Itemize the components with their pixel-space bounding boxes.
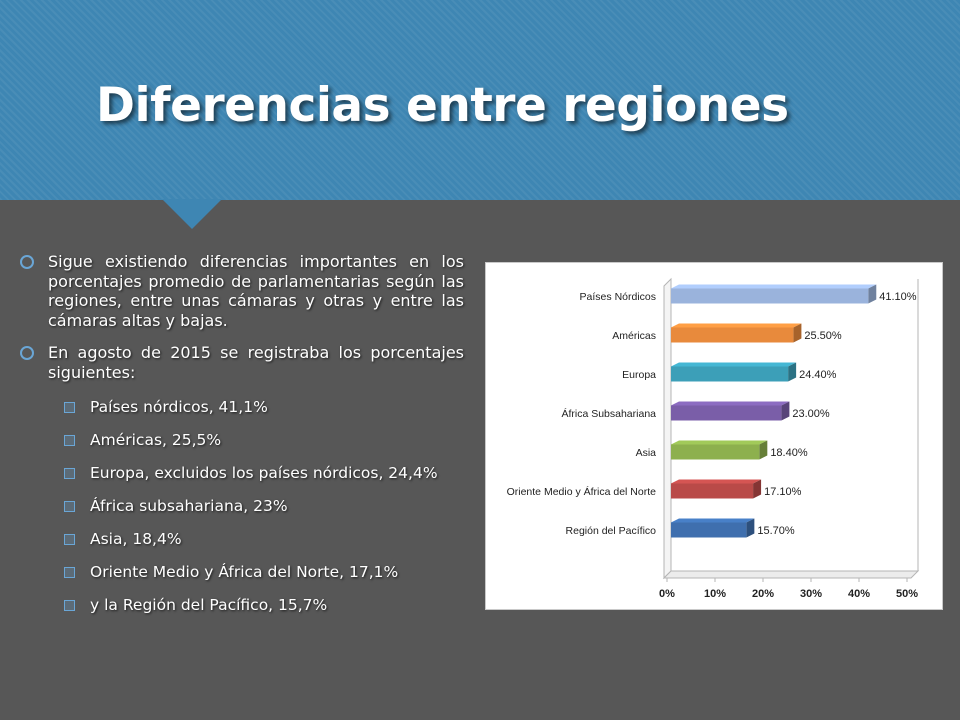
bar-end-face	[868, 284, 877, 304]
bar	[671, 288, 869, 304]
bar-top-face	[671, 284, 877, 289]
sub-bullet-text: Américas, 25,5%	[90, 431, 222, 449]
bar-top-face	[671, 479, 762, 484]
sub-bullet-item: y la Región del Pacífico, 15,7%	[18, 596, 464, 615]
square-bullet-icon	[64, 534, 75, 545]
category-label: África Subsahariana	[561, 407, 656, 420]
sub-bullet-item: Europa, excluidos los países nórdicos, 2…	[18, 464, 464, 483]
bullet-text: En agosto de 2015 se registraba los porc…	[48, 343, 464, 382]
bar-top-face	[671, 323, 802, 328]
square-bullet-icon	[64, 402, 75, 413]
data-label: 24.40%	[799, 369, 837, 381]
data-label: 15.70%	[757, 525, 795, 537]
x-tick-label: 50%	[896, 588, 918, 600]
sub-bullet-text: Europa, excluidos los países nórdicos, 2…	[90, 464, 438, 482]
sub-bullet-item: África subsahariana, 23%	[18, 497, 464, 516]
x-tick-label: 0%	[659, 588, 675, 600]
square-bullet-icon	[64, 600, 75, 611]
chart-side-wall	[663, 277, 672, 580]
bar-top-face	[671, 401, 790, 406]
banner-notch	[162, 199, 222, 229]
sub-bullet-item: Países nórdicos, 41,1%	[18, 398, 464, 417]
x-tick-label: 20%	[752, 588, 774, 600]
title-banner	[0, 0, 960, 200]
bullet-item: En agosto de 2015 se registraba los porc…	[18, 343, 464, 382]
square-bullet-icon	[64, 435, 75, 446]
category-label: Oriente Medio y África del Norte	[507, 485, 657, 498]
bar-end-face	[781, 401, 790, 421]
bar	[671, 327, 794, 343]
sub-bullet-item: Américas, 25,5%	[18, 431, 464, 450]
bar-end-face	[793, 323, 802, 343]
bar	[671, 366, 789, 382]
slide-title: Diferencias entre regiones	[96, 78, 789, 133]
bar-top-face	[671, 518, 755, 523]
bar	[671, 444, 760, 460]
category-label: Américas	[612, 330, 656, 342]
x-tick-label: 40%	[848, 588, 870, 600]
bar	[671, 405, 782, 421]
circle-bullet-icon	[20, 346, 34, 360]
bar-end-face	[759, 440, 768, 460]
bar	[671, 522, 747, 538]
category-label: Región del Pacífico	[566, 525, 657, 537]
square-bullet-icon	[64, 567, 75, 578]
sub-bullet-item: Asia, 18,4%	[18, 530, 464, 549]
data-label: 18.40%	[770, 447, 808, 459]
data-label: 41.10%	[879, 291, 917, 303]
sub-bullet-text: África subsahariana, 23%	[90, 497, 288, 515]
bar-top-face	[671, 362, 797, 367]
square-bullet-icon	[64, 501, 75, 512]
bullet-text: Sigue existiendo diferencias importantes…	[48, 252, 464, 330]
sub-bullet-text: y la Región del Pacífico, 15,7%	[90, 596, 328, 614]
chart-floor	[662, 570, 920, 579]
bar-chart-svg: 0% 10% 20% 30% 40% 50% Países Nórdicos 41.10% Am…	[507, 277, 920, 600]
sub-bullet-item: Oriente Medio y África del Norte, 17,1%	[18, 563, 464, 582]
data-label: 25.50%	[804, 330, 842, 342]
sub-bullet-text: Países nórdicos, 41,1%	[90, 398, 268, 416]
sub-bullet-text: Asia, 18,4%	[90, 530, 182, 548]
x-tick-label: 10%	[704, 588, 726, 600]
category-label: Europa	[622, 369, 656, 381]
bar-end-face	[746, 518, 755, 538]
category-label: Países Nórdicos	[580, 291, 656, 303]
x-tick-label: 30%	[800, 588, 822, 600]
bar-chart: 0% 10% 20% 30% 40% 50% Países Nórdicos 41.10% Am…	[485, 262, 943, 610]
category-label: Asia	[636, 447, 657, 459]
data-label: 17.10%	[764, 486, 802, 498]
square-bullet-icon	[64, 468, 75, 479]
bar	[671, 483, 754, 499]
sub-bullet-text: Oriente Medio y África del Norte, 17,1%	[90, 563, 399, 581]
circle-bullet-icon	[20, 255, 34, 269]
bar-top-face	[671, 440, 768, 445]
bullet-list: Sigue existiendo diferencias importantes…	[18, 252, 464, 629]
data-label: 23.00%	[792, 408, 830, 420]
bar-end-face	[753, 479, 762, 499]
bullet-item: Sigue existiendo diferencias importantes…	[18, 252, 464, 330]
bar-end-face	[788, 362, 797, 382]
